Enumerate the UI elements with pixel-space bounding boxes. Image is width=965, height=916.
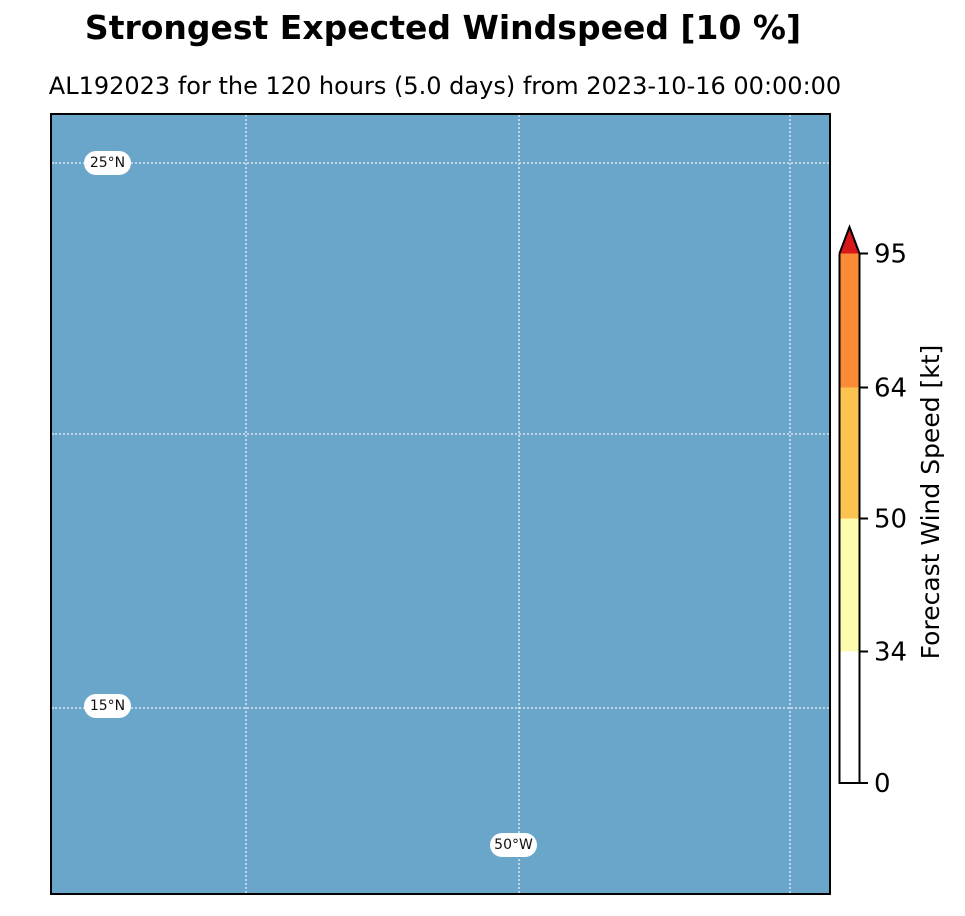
colorbar-tick-label-50: 50 [874, 505, 907, 535]
colorbar-axis-label: Forecast Wind Speed [kt] [916, 345, 945, 660]
colorbar: 95 64 50 34 0 Forecast Wind Speed [kt] [838, 224, 945, 799]
colorbar-segment-50-64 [839, 387, 860, 519]
map-plot-area: 25°N 15°N 50°W [50, 113, 831, 895]
colorbar-segment-0-34 [839, 651, 860, 783]
colorbar-tick-label-0: 0 [874, 769, 891, 799]
gridline-lon-45w [789, 115, 791, 893]
lat-label-pill-15n: 15°N [84, 694, 131, 718]
lat-label-15n: 15°N [89, 698, 126, 714]
gridline-lat-15n [52, 707, 829, 709]
lon-label-pill-50w: 50°W [490, 833, 537, 857]
colorbar-tick-label-64: 64 [874, 374, 907, 404]
chart-title: Strongest Expected Windspeed [10 %] [84, 8, 802, 47]
gridline-lon-55w [245, 115, 247, 893]
gridline-lon-50w [518, 115, 520, 893]
chart-subtitle: AL192023 for the 120 hours (5.0 days) fr… [48, 72, 842, 100]
colorbar-tick-label-34: 34 [874, 638, 907, 668]
lon-label-50w: 50°W [494, 837, 533, 853]
gridline-lat-20n [52, 433, 829, 435]
colorbar-over-triangle [838, 224, 861, 254]
colorbar-tick-label-95: 95 [874, 240, 907, 270]
gridline-lat-25n [52, 162, 829, 164]
lat-label-25n: 25°N [89, 155, 126, 171]
colorbar-segment-34-50 [839, 518, 860, 652]
lat-label-pill-25n: 25°N [84, 151, 131, 175]
colorbar-segment-64-95 [839, 253, 860, 388]
